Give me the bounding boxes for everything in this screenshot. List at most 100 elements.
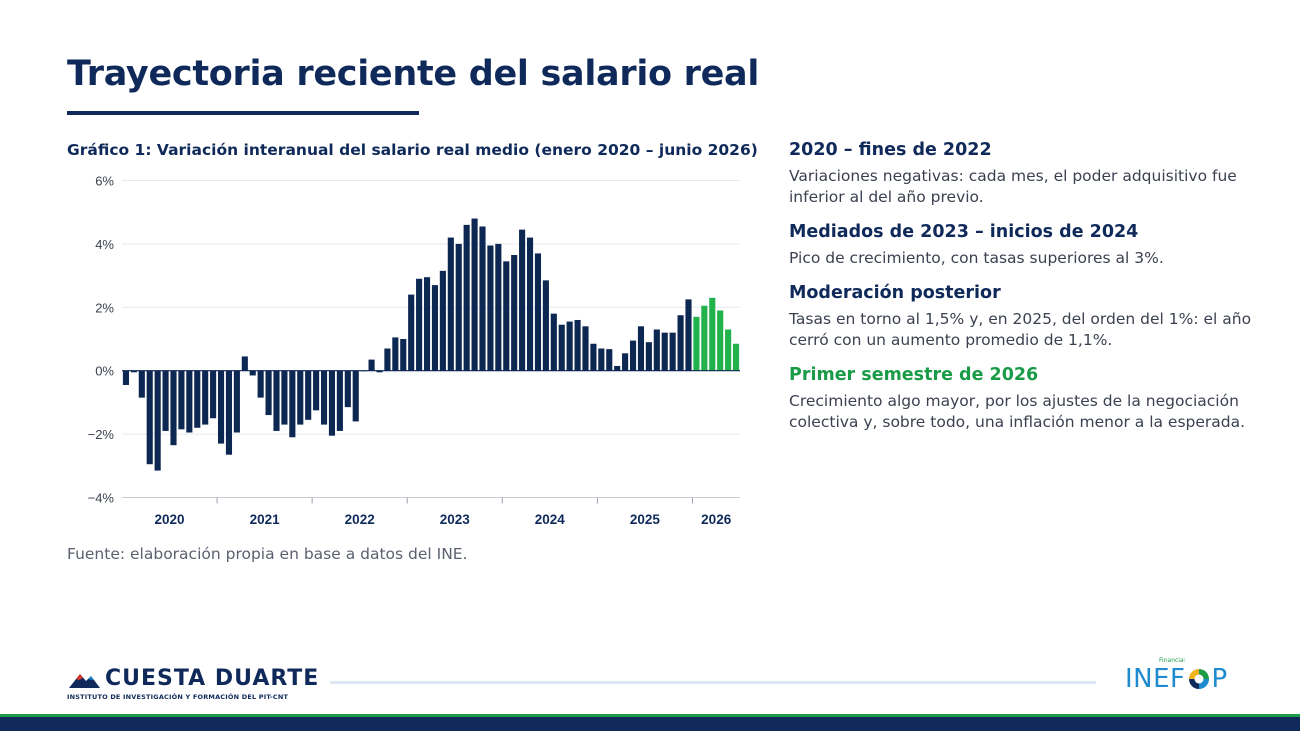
- period-heading: Primer semestre de 2026: [789, 365, 1039, 385]
- bar: [614, 365, 621, 371]
- title-underline: [67, 111, 419, 115]
- source-note: Fuente: elaboración propia en base a dat…: [67, 545, 468, 563]
- bar: [519, 229, 526, 371]
- bar: [400, 339, 407, 371]
- bar: [685, 299, 692, 371]
- bar: [352, 370, 359, 422]
- bar: [202, 370, 209, 425]
- bar: [526, 237, 534, 371]
- y-tick-label: 2%: [95, 300, 114, 315]
- bar: [431, 285, 439, 371]
- bar: [233, 370, 240, 433]
- bar: [249, 370, 256, 376]
- period-text: Pico de crecimiento, con tasas superiore…: [789, 249, 1164, 267]
- bar: [629, 340, 637, 371]
- bar: [534, 253, 542, 371]
- x-year-label: 2025: [630, 512, 661, 527]
- bar: [423, 277, 431, 371]
- funder-name-part: INEF: [1125, 664, 1186, 694]
- bar: [503, 261, 510, 371]
- bar: [170, 370, 177, 446]
- page-title: Trayectoria reciente del salario real: [67, 54, 760, 94]
- inefop-logo: Financia: INEF P: [1125, 657, 1228, 694]
- bottom-stripe-navy: [0, 717, 1300, 731]
- bar: [241, 356, 248, 371]
- bar: [408, 294, 415, 371]
- logo-tagline: INSTITUTO DE INVESTIGACIÓN Y FORMACIÓN D…: [67, 693, 289, 701]
- x-year-label: 2024: [535, 512, 566, 527]
- bar: [305, 370, 312, 420]
- bar: [225, 370, 233, 455]
- bar: [455, 243, 462, 371]
- bar: [693, 316, 700, 371]
- bar: [709, 297, 716, 371]
- bar: [368, 359, 375, 371]
- y-tick-label: −4%: [88, 491, 115, 506]
- period-heading: Moderación posterior: [789, 283, 1001, 303]
- inefop-o-icon: [1188, 669, 1209, 689]
- y-tick-label: −2%: [88, 427, 115, 442]
- bar: [328, 370, 336, 436]
- bar: [273, 370, 280, 431]
- bar: [265, 370, 272, 416]
- bar: [598, 348, 605, 371]
- bar: [487, 245, 494, 371]
- bar: [495, 243, 502, 371]
- bar: [289, 370, 296, 438]
- period-block-2: Mediados de 2023 – inicios de 2024 Pico …: [789, 222, 1259, 269]
- x-year-label: 2026: [701, 512, 732, 527]
- bar: [582, 326, 589, 371]
- mountain-logo-icon: [69, 673, 100, 688]
- bar: [178, 370, 185, 430]
- cuesta-duarte-logo: CUESTA DUARTE INSTITUTO DE INVESTIGACIÓN…: [67, 666, 319, 701]
- bar: [590, 343, 597, 371]
- bar: [511, 255, 518, 371]
- side-panel: 2020 – fines de 2022 Variaciones negativ…: [789, 140, 1259, 447]
- funder-name-part: P: [1211, 664, 1228, 694]
- period-heading: Mediados de 2023 – inicios de 2024: [789, 222, 1139, 242]
- bar: [447, 237, 454, 371]
- period-text: Variaciones negativas: cada mes, el pode…: [789, 167, 1237, 206]
- bar: [210, 370, 217, 419]
- x-year-label: 2022: [345, 512, 375, 527]
- bar: [669, 332, 676, 371]
- footer-divider: [330, 681, 1096, 684]
- chart-title: Gráfico 1: Variación interanual del sala…: [67, 141, 758, 159]
- bar: [677, 315, 684, 371]
- x-year-label: 2023: [440, 512, 471, 527]
- period-heading: 2020 – fines de 2022: [789, 140, 992, 160]
- bar: [257, 370, 264, 398]
- period-text: Tasas en torno al 1,5% y, en 2025, del o…: [789, 310, 1252, 349]
- bar: [661, 332, 668, 371]
- period-block-1: 2020 – fines de 2022 Variaciones negativ…: [789, 140, 1259, 208]
- logo-name: CUESTA DUARTE: [105, 666, 320, 691]
- bar: [392, 337, 399, 371]
- bar: [566, 321, 573, 371]
- bar: [574, 319, 581, 371]
- bar: [138, 370, 145, 398]
- bar: [146, 370, 153, 465]
- bar: [606, 349, 613, 371]
- y-tick-label: 0%: [95, 364, 114, 379]
- bar: [542, 280, 549, 371]
- funder-label: Financia:: [1159, 657, 1186, 664]
- bar: [297, 370, 304, 425]
- x-year-label: 2020: [154, 512, 184, 527]
- bar: [122, 370, 130, 385]
- bar: [186, 370, 193, 433]
- bar: [320, 370, 328, 425]
- bar: [162, 370, 169, 431]
- bottom-stripe-green: [0, 714, 1300, 717]
- bar: [217, 370, 225, 444]
- period-block-3: Moderación posterior Tasas en torno al 1…: [789, 283, 1259, 351]
- bar: [622, 353, 629, 371]
- bar: [725, 329, 732, 371]
- y-tick-label: 4%: [95, 237, 114, 252]
- bar: [344, 370, 351, 408]
- bar: [471, 218, 478, 371]
- bar: [717, 310, 724, 371]
- bar: [416, 278, 423, 371]
- bar: [558, 324, 565, 371]
- bar-chart: 6% 4% 2% 0% −2% −4% 2020 2021 2022 2023 2024 2025 20…: [88, 174, 740, 527]
- bar: [194, 370, 201, 428]
